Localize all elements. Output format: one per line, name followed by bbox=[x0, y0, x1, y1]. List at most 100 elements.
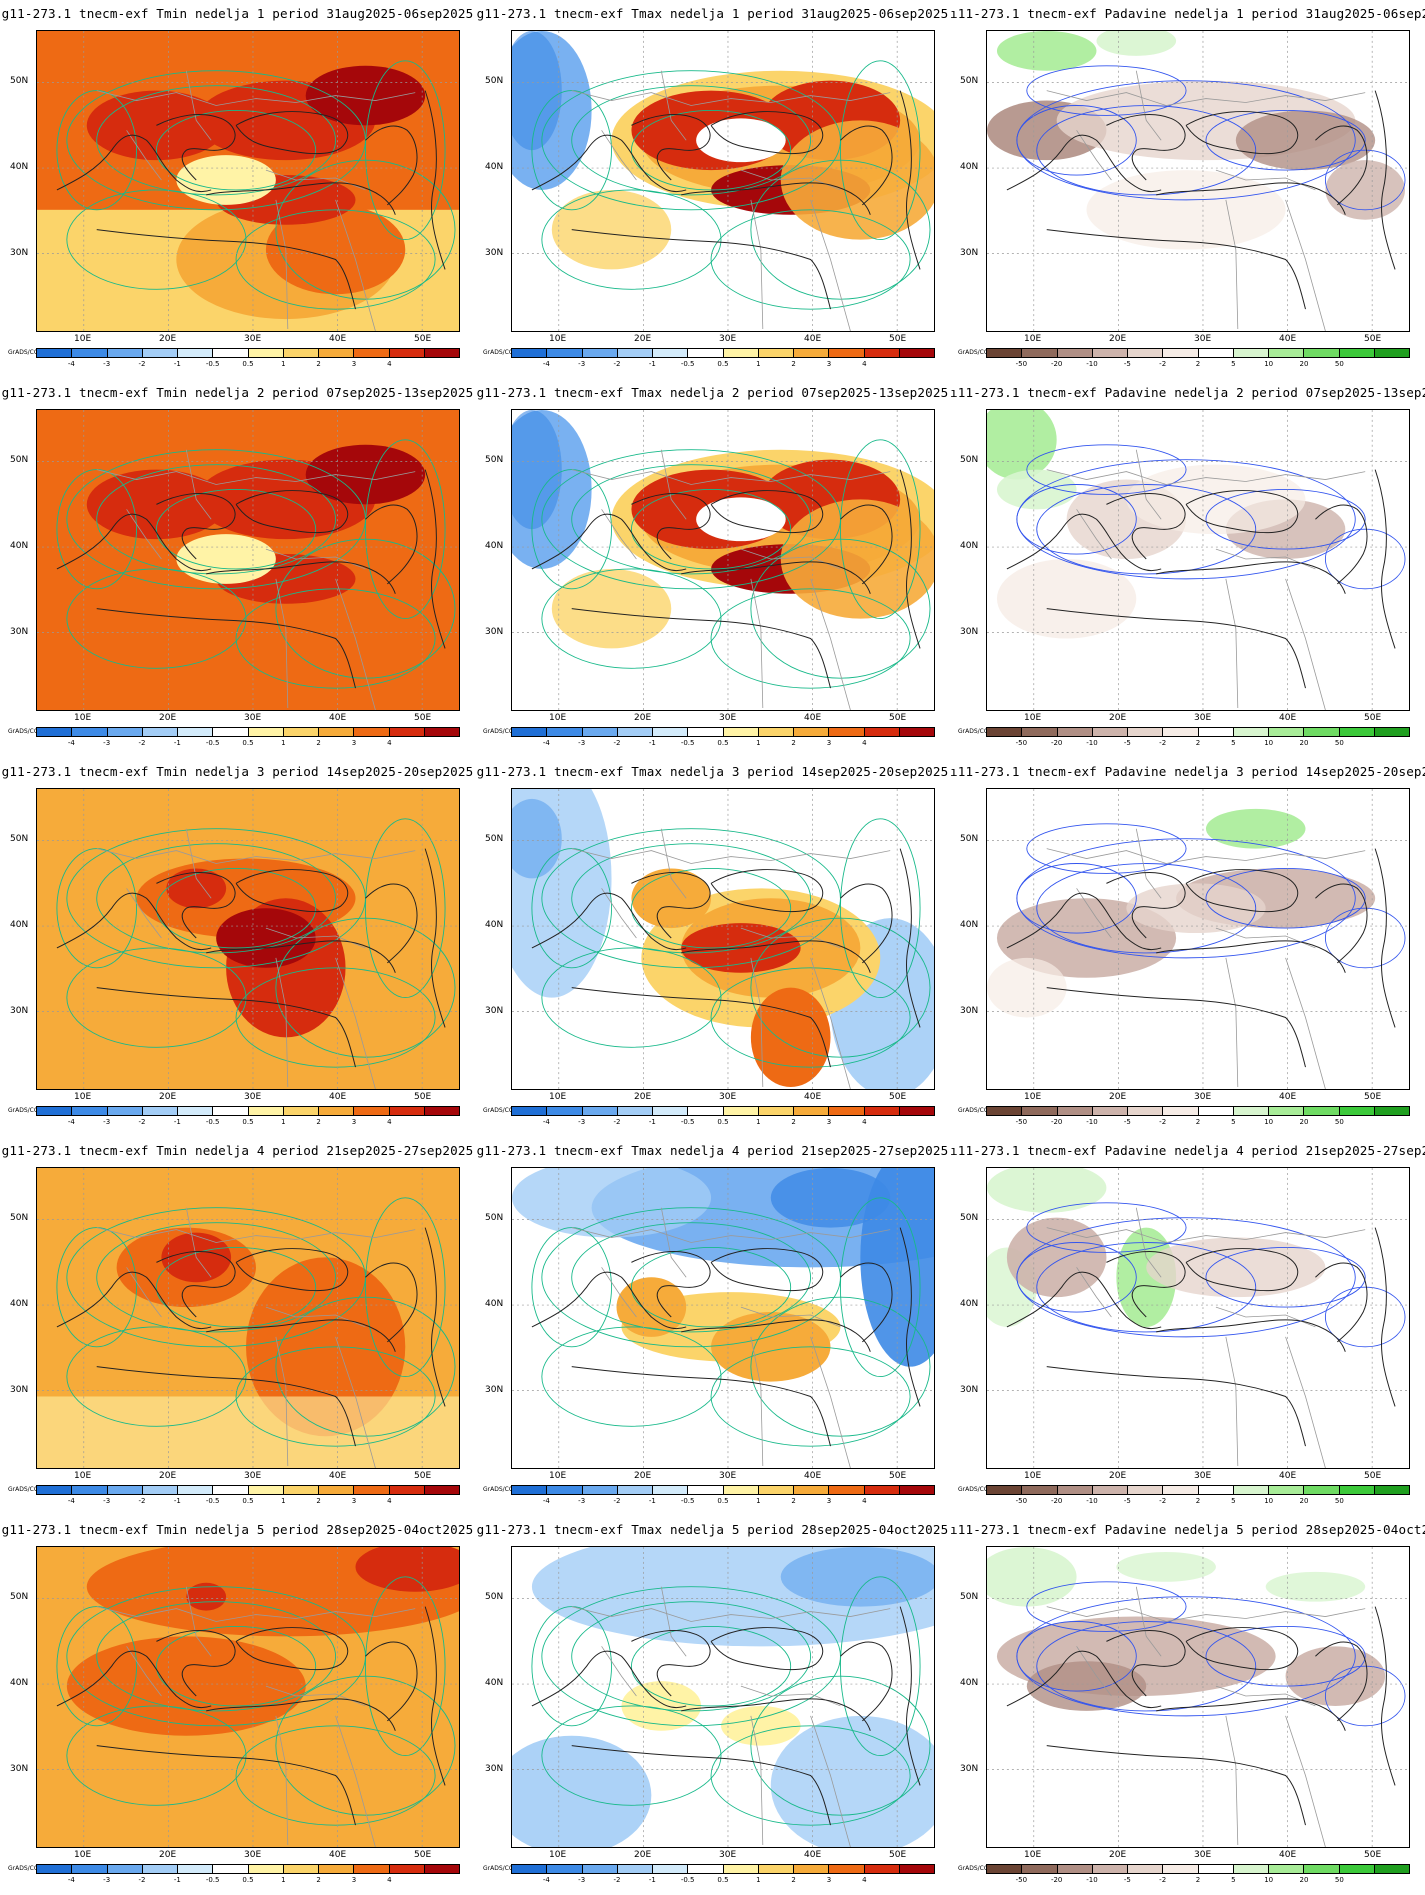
colorbar-label: -10 bbox=[1086, 360, 1098, 368]
colorbar-swatch bbox=[37, 349, 73, 357]
colorbar-label: -0.5 bbox=[205, 1876, 220, 1884]
longitude-label: 20E bbox=[634, 1850, 652, 1860]
colorbar-label: -1 bbox=[173, 739, 181, 747]
latitude-label: 30N bbox=[10, 1385, 29, 1395]
colorbar-label: 2 bbox=[1195, 360, 1201, 368]
colorbar-label: -1 bbox=[173, 1118, 181, 1126]
colorbar-label: -2 bbox=[138, 1118, 146, 1126]
panel-title: g11-273.1 tnecm-exf Tmax nedelja 4 perio… bbox=[476, 1143, 949, 1158]
colorbar-label: 2 bbox=[1195, 1497, 1201, 1505]
colorbar-label: -0.5 bbox=[680, 739, 695, 747]
longitude-label: 10E bbox=[549, 1850, 567, 1860]
colorbar-swatch bbox=[248, 728, 284, 736]
colorbar-label: -4 bbox=[67, 1497, 75, 1505]
colorbar-label: -10 bbox=[1086, 1876, 1098, 1884]
colorbar-swatch bbox=[1128, 1486, 1164, 1494]
longitude-label: 20E bbox=[1109, 334, 1127, 344]
longitude-label: 40E bbox=[329, 334, 347, 344]
colorbar-swatch bbox=[899, 1107, 934, 1115]
colorbar-label: -2 bbox=[138, 1497, 146, 1505]
colorbar-swatch bbox=[1374, 728, 1409, 736]
colorbar-label: 0.5 bbox=[717, 739, 729, 747]
latitude-label: 50N bbox=[485, 455, 504, 465]
latitude-label: 50N bbox=[485, 834, 504, 844]
colorbar-label: -0.5 bbox=[205, 360, 220, 368]
colorbar-swatch bbox=[653, 1486, 689, 1494]
longitude-label: 40E bbox=[804, 334, 822, 344]
colorbar bbox=[986, 1485, 1410, 1495]
longitude-label: 20E bbox=[159, 1471, 177, 1481]
latitude-label: 30N bbox=[485, 1385, 504, 1395]
colorbar-swatch bbox=[283, 1865, 319, 1873]
longitude-label: 10E bbox=[549, 334, 567, 344]
longitude-label: 20E bbox=[159, 1850, 177, 1860]
colorbar-label: -3 bbox=[578, 1876, 586, 1884]
longitude-label: 40E bbox=[804, 1850, 822, 1860]
colorbar-label: -3 bbox=[578, 1118, 586, 1126]
colorbar-swatch bbox=[213, 1486, 249, 1494]
colorbar-swatch bbox=[1163, 1486, 1199, 1494]
colorbar-swatch bbox=[829, 728, 865, 736]
colorbar-swatch bbox=[864, 1486, 900, 1494]
latitude-label: 30N bbox=[10, 248, 29, 258]
colorbar-label: -10 bbox=[1086, 739, 1098, 747]
colorbar-label: 0.5 bbox=[242, 739, 254, 747]
latitude-label: 50N bbox=[960, 1213, 979, 1223]
colorbar-swatch bbox=[1339, 1107, 1375, 1115]
panel-title: ı11-273.1 tnecm-exf Padavine nedelja 5 p… bbox=[950, 1522, 1425, 1537]
colorbar-swatch bbox=[424, 1107, 459, 1115]
colorbar-swatch bbox=[283, 349, 319, 357]
colorbar-label: -20 bbox=[1050, 739, 1063, 747]
colorbar-swatch bbox=[829, 1486, 865, 1494]
latitude-label: 30N bbox=[960, 1385, 979, 1395]
colorbar-swatch bbox=[319, 1486, 355, 1494]
colorbar-swatch bbox=[1339, 349, 1375, 357]
colorbar bbox=[36, 727, 460, 737]
map-frame bbox=[511, 1167, 935, 1469]
colorbar-label: 3 bbox=[826, 1876, 832, 1884]
colorbar-swatch bbox=[1269, 728, 1305, 736]
longitude-label: 20E bbox=[159, 713, 177, 723]
longitude-label: 50E bbox=[1364, 334, 1382, 344]
anomaly-field bbox=[37, 789, 459, 1089]
colorbar-label: 1 bbox=[281, 1118, 286, 1126]
colorbar-swatch bbox=[1092, 1486, 1128, 1494]
colorbar bbox=[986, 1864, 1410, 1874]
colorbar-label: 10 bbox=[1264, 1876, 1274, 1884]
map-panel-padavine-week-4: ı11-273.1 tnecm-exf Padavine nedelja 4 p… bbox=[950, 1137, 1425, 1516]
colorbar-label: 1 bbox=[281, 1497, 286, 1505]
map-frame bbox=[986, 30, 1410, 332]
colorbar-swatch bbox=[617, 1486, 653, 1494]
colorbar-swatch bbox=[1233, 349, 1269, 357]
colorbar-label: -1 bbox=[173, 1497, 181, 1505]
colorbar-swatch bbox=[213, 1107, 249, 1115]
panel-title: g11-273.1 tnecm-exf Tmin nedelja 5 perio… bbox=[1, 1522, 474, 1537]
colorbar-label: 4 bbox=[387, 1876, 392, 1884]
colorbar-label: -3 bbox=[103, 739, 111, 747]
latitude-label: 30N bbox=[960, 1764, 979, 1774]
longitude-label: 10E bbox=[549, 1471, 567, 1481]
colorbar-swatch bbox=[758, 728, 794, 736]
longitude-label: 40E bbox=[804, 713, 822, 723]
colorbar-swatch bbox=[1233, 728, 1269, 736]
map-frame bbox=[986, 1167, 1410, 1469]
colorbar-label: 1 bbox=[756, 739, 761, 747]
colorbar-swatch bbox=[1092, 1107, 1128, 1115]
colorbar-swatch bbox=[37, 1107, 73, 1115]
colorbar-swatch bbox=[389, 728, 425, 736]
colorbar-swatch bbox=[794, 728, 830, 736]
map-panel-padavine-week-3: ı11-273.1 tnecm-exf Padavine nedelja 3 p… bbox=[950, 758, 1425, 1137]
colorbar-label: 0.5 bbox=[242, 360, 254, 368]
colorbar-label: 2 bbox=[791, 1497, 796, 1505]
longitude-label: 40E bbox=[1279, 1850, 1297, 1860]
colorbar-label: 5 bbox=[1231, 1497, 1236, 1505]
colorbar-swatch bbox=[107, 1865, 143, 1873]
colorbar-label: -50 bbox=[1015, 360, 1028, 368]
colorbar-swatch bbox=[142, 1486, 178, 1494]
colorbar-label: -1 bbox=[648, 1876, 656, 1884]
longitude-label: 50E bbox=[889, 1850, 907, 1860]
map-frame bbox=[36, 1167, 460, 1469]
colorbar-label: -20 bbox=[1050, 360, 1063, 368]
colorbar-swatch bbox=[319, 728, 355, 736]
colorbar-label: 0.5 bbox=[717, 360, 729, 368]
